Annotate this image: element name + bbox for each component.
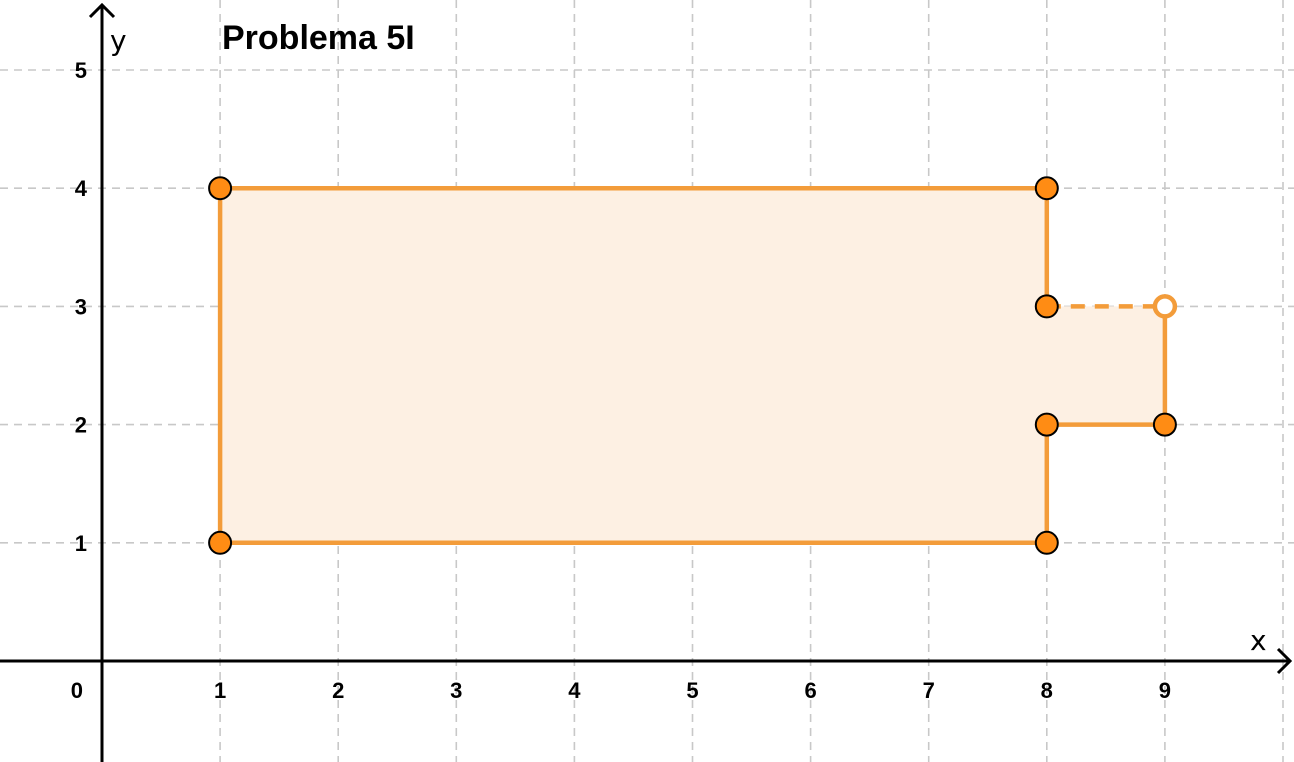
vertex-point[interactable]: [208, 176, 233, 201]
y-axis-label: y: [110, 24, 127, 57]
vertex-point[interactable]: [1034, 530, 1059, 555]
x-tick-label: 9: [1159, 678, 1171, 703]
tick-labels: 1 2 3 4 5 6 7 8 9 1 2 3 4 5 0: [71, 58, 1171, 703]
orange-figure: [208, 176, 1178, 555]
vertex-point[interactable]: [1152, 412, 1177, 437]
y-tick-label: 2: [75, 413, 87, 438]
y-axis-arrow-icon: [88, 2, 116, 19]
y-tick-label: 1: [75, 531, 87, 556]
x-tick-label: 3: [450, 678, 462, 703]
x-axis-arrow-icon: [1276, 647, 1293, 675]
y-tick-label: 5: [75, 58, 87, 83]
x-axis-label: x: [1250, 624, 1267, 657]
x-tick-label: 1: [214, 678, 226, 703]
vertex-point[interactable]: [208, 530, 233, 555]
origin-label: 0: [71, 678, 83, 703]
x-tick-label: 2: [332, 678, 344, 703]
vertex-point[interactable]: [1034, 294, 1059, 319]
x-tick-label: 8: [1041, 678, 1053, 703]
x-tick-label: 4: [568, 678, 581, 703]
figure-fill: [220, 188, 1165, 543]
x-tick-label: 7: [923, 678, 935, 703]
y-tick-label: 4: [75, 176, 88, 201]
vertex-point[interactable]: [1034, 412, 1059, 437]
open-vertex-point[interactable]: [1152, 294, 1178, 319]
vertex-point[interactable]: [1034, 176, 1059, 201]
diagram-title: Problema 5I: [222, 19, 415, 57]
x-tick-label: 5: [686, 678, 698, 703]
y-tick-label: 3: [75, 294, 87, 319]
x-tick-label: 6: [804, 678, 816, 703]
